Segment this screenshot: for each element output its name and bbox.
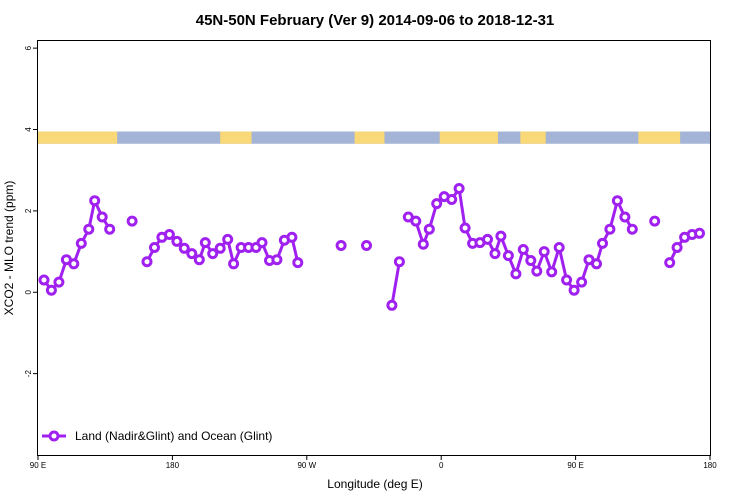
data-point bbox=[222, 233, 234, 245]
data-point bbox=[553, 242, 565, 253]
x-tick-label: 180 bbox=[703, 461, 717, 470]
series-line-segment bbox=[390, 261, 401, 306]
data-point bbox=[45, 284, 57, 296]
data-point bbox=[568, 284, 580, 296]
legend-marker-swatch bbox=[48, 430, 60, 442]
data-point bbox=[178, 242, 190, 254]
y-tick-label: 4 bbox=[24, 127, 33, 132]
data-point bbox=[489, 248, 501, 260]
data-point bbox=[271, 254, 283, 266]
data-point bbox=[619, 211, 631, 223]
land-band-segment bbox=[354, 131, 385, 144]
data-point bbox=[126, 215, 138, 227]
data-point bbox=[459, 222, 471, 234]
y-tick-label: 0 bbox=[24, 289, 33, 294]
data-point bbox=[256, 237, 268, 249]
data-point bbox=[525, 255, 537, 266]
data-point bbox=[53, 276, 65, 288]
x-tick-label: 0 bbox=[439, 461, 444, 470]
data-point bbox=[410, 215, 422, 227]
data-point bbox=[292, 257, 304, 269]
data-point bbox=[38, 274, 50, 286]
legend: Land (Nadir&Glint) and Ocean (Glint) bbox=[42, 429, 272, 443]
data-point bbox=[141, 256, 153, 268]
data-point bbox=[335, 240, 347, 251]
y-tick-label: 2 bbox=[24, 208, 33, 213]
data-point bbox=[626, 223, 638, 235]
x-tick-label: 180 bbox=[166, 461, 180, 470]
surface-type-band bbox=[38, 131, 710, 144]
data-point bbox=[417, 238, 429, 250]
data-point bbox=[193, 254, 205, 266]
data-point bbox=[611, 195, 623, 207]
data-point bbox=[510, 268, 522, 280]
data-point bbox=[561, 274, 573, 286]
data-point bbox=[228, 258, 240, 270]
x-axis-label: Longitude (deg E) bbox=[327, 477, 422, 491]
land-band-segment bbox=[439, 131, 498, 144]
series-land-ocean bbox=[38, 183, 705, 311]
data-point bbox=[453, 183, 465, 194]
data-point bbox=[89, 195, 101, 207]
data-point bbox=[68, 258, 80, 270]
data-point bbox=[597, 237, 608, 249]
data-point bbox=[517, 244, 529, 255]
data-point bbox=[546, 266, 558, 278]
y-axis-label: XCO2 - MLO trend (ppm) bbox=[2, 181, 16, 316]
y-tick-label: -2 bbox=[24, 370, 33, 378]
data-point bbox=[694, 227, 705, 239]
data-point bbox=[83, 223, 95, 235]
chart-title: 45N-50N February (Ver 9) 2014-09-06 to 2… bbox=[196, 12, 555, 29]
data-point bbox=[186, 248, 198, 260]
data-point bbox=[386, 299, 398, 311]
land-band-segment bbox=[38, 131, 118, 144]
data-point bbox=[538, 246, 550, 258]
data-point bbox=[531, 265, 543, 277]
data-point bbox=[214, 242, 226, 254]
data-point bbox=[446, 194, 458, 205]
land-band-segment bbox=[520, 131, 546, 144]
data-point bbox=[171, 235, 183, 247]
data-point bbox=[286, 231, 298, 243]
land-band-segment bbox=[220, 131, 252, 144]
data-point bbox=[671, 242, 683, 253]
data-point bbox=[75, 237, 87, 249]
data-point bbox=[495, 230, 507, 242]
legend-label: Land (Nadir&Glint) and Ocean (Glint) bbox=[75, 429, 272, 443]
data-point bbox=[163, 229, 175, 240]
x-tick-label: 90 E bbox=[567, 461, 583, 470]
x-tick-label: 90 W bbox=[297, 461, 316, 470]
data-point bbox=[664, 257, 676, 269]
data-point bbox=[207, 248, 219, 260]
data-point bbox=[649, 215, 661, 227]
series-line-segment bbox=[42, 199, 111, 292]
x-tick-label: 90 E bbox=[30, 461, 46, 470]
axes: 90 E 180 90 W 0 90 E 180 -2 0 2 4 6 bbox=[24, 45, 717, 470]
data-point bbox=[199, 237, 211, 249]
data-point bbox=[149, 242, 160, 253]
data-point bbox=[576, 276, 588, 288]
plot-frame bbox=[37, 40, 711, 456]
data-point bbox=[604, 223, 616, 235]
data-point bbox=[104, 223, 116, 235]
data-point bbox=[393, 256, 405, 268]
y-tick-label: 6 bbox=[24, 45, 33, 50]
land-band-segment bbox=[638, 131, 681, 144]
data-point bbox=[423, 223, 435, 235]
data-point bbox=[361, 240, 372, 251]
data-point bbox=[431, 198, 443, 210]
data-point bbox=[591, 258, 602, 270]
data-point bbox=[482, 233, 493, 245]
data-point bbox=[96, 211, 108, 223]
data-point bbox=[502, 250, 514, 262]
